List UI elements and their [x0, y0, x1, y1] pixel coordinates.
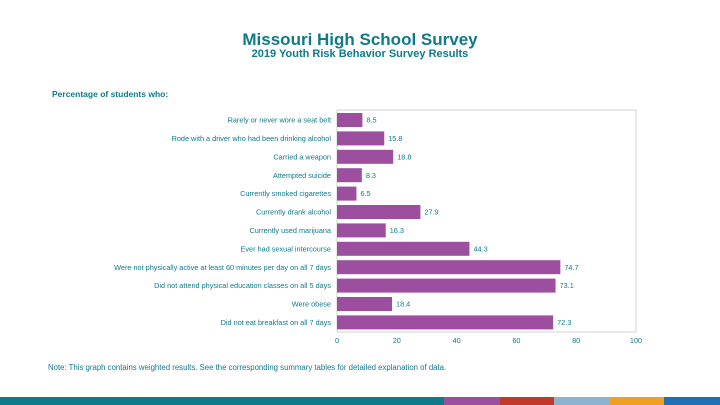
x-tick-label: 40: [453, 336, 461, 345]
bar: [337, 315, 554, 330]
bar: [337, 149, 394, 164]
category-label: Were not physically active at least 60 m…: [114, 263, 331, 272]
bar: [337, 241, 470, 256]
x-tick-label: 80: [572, 336, 580, 345]
value-label: 18.4: [396, 300, 410, 309]
category-label: Currently drank alcohol: [256, 208, 331, 217]
footer-color-strip: [0, 397, 720, 405]
bars-layer: Rarely or never wore a seat belt 8.5 Rode …: [114, 113, 579, 330]
category-label: Ever had sexual intercourse: [241, 244, 331, 253]
section-label: Percentage of students who:: [52, 89, 169, 99]
category-label: Currently used marijuana: [249, 226, 331, 235]
footer-segment-purple: [444, 397, 500, 405]
value-label: 8.3: [366, 171, 376, 180]
category-label: Did not eat breakfast on all 7 days: [221, 318, 332, 327]
footer-segment-lightblue: [554, 397, 610, 405]
value-label: 6.5: [360, 189, 370, 198]
bar: [337, 131, 385, 146]
bar: [337, 186, 357, 201]
plot-frame: [336, 109, 637, 333]
category-label: Rarely or never wore a seat belt: [228, 116, 331, 125]
bar: [337, 113, 363, 127]
category-label: Did not attend physical education classe…: [154, 281, 331, 290]
category-label: Carried a weapon: [273, 152, 331, 161]
value-label: 16.3: [390, 226, 404, 235]
bar: [337, 168, 362, 183]
value-label: 44.3: [473, 244, 487, 253]
bar: [337, 223, 386, 238]
chart-subtitle: 2019 Youth Risk Behavior Survey Results: [251, 48, 469, 60]
value-label: 18.8: [397, 152, 411, 161]
category-label: Were obese: [292, 300, 331, 309]
x-tick-label: 100: [630, 336, 642, 345]
footer-segment-blue: [664, 397, 720, 405]
value-label: 73.1: [560, 281, 574, 290]
footer-segment-red: [500, 397, 554, 405]
x-axis-ticks: 0 20 40 60 80 100: [335, 336, 642, 345]
value-label: 8.5: [366, 116, 376, 125]
footer-segment-teal: [0, 397, 444, 405]
bar: [337, 278, 556, 293]
category-label: Rode with a driver who had been drinking…: [172, 134, 332, 143]
footnote: Note: This graph contains weighted resul…: [48, 363, 447, 372]
chart-title: Missouri High School Survey: [242, 30, 478, 49]
bar: [337, 260, 561, 275]
bar: [337, 297, 393, 311]
x-tick-label: 0: [335, 336, 339, 345]
value-label: 72.3: [557, 318, 571, 327]
value-label: 27.9: [424, 208, 438, 217]
category-label: Currently smoked cigarettes: [240, 189, 331, 198]
x-tick-label: 20: [393, 336, 401, 345]
bar: [337, 205, 421, 219]
footer-segment-orange: [610, 397, 664, 405]
category-label: Attempted suicide: [273, 171, 331, 180]
value-label: 15.8: [388, 134, 402, 143]
value-label: 74.7: [564, 263, 578, 272]
x-tick-label: 60: [512, 336, 520, 345]
